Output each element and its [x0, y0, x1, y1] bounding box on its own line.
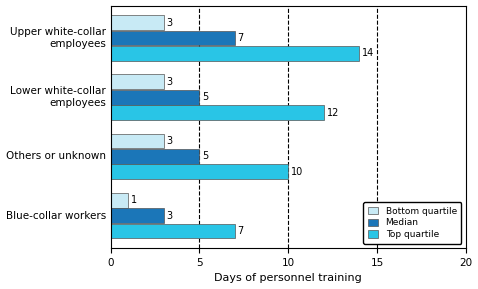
Text: 3: 3: [167, 211, 173, 221]
Text: 12: 12: [326, 108, 339, 118]
Text: 5: 5: [202, 92, 208, 102]
Bar: [111, 134, 164, 149]
Text: 7: 7: [238, 33, 244, 43]
Bar: [111, 75, 164, 89]
Legend: Bottom quartile, Median, Top quartile: Bottom quartile, Median, Top quartile: [363, 202, 461, 244]
Bar: [111, 149, 199, 164]
Text: 3: 3: [167, 136, 173, 146]
Text: 1: 1: [131, 195, 137, 205]
Bar: [111, 164, 288, 179]
Bar: [111, 224, 235, 238]
Text: 14: 14: [362, 49, 374, 58]
Text: 5: 5: [202, 151, 208, 162]
Bar: [111, 15, 164, 30]
Text: 3: 3: [167, 77, 173, 87]
Text: 3: 3: [167, 18, 173, 28]
Text: 7: 7: [238, 226, 244, 236]
Text: 10: 10: [291, 167, 303, 177]
Bar: [111, 90, 199, 105]
Bar: [111, 31, 235, 45]
Bar: [111, 46, 359, 61]
Bar: [111, 105, 324, 120]
Bar: [111, 208, 164, 223]
Bar: [111, 193, 129, 208]
X-axis label: Days of personnel training: Days of personnel training: [215, 273, 362, 284]
